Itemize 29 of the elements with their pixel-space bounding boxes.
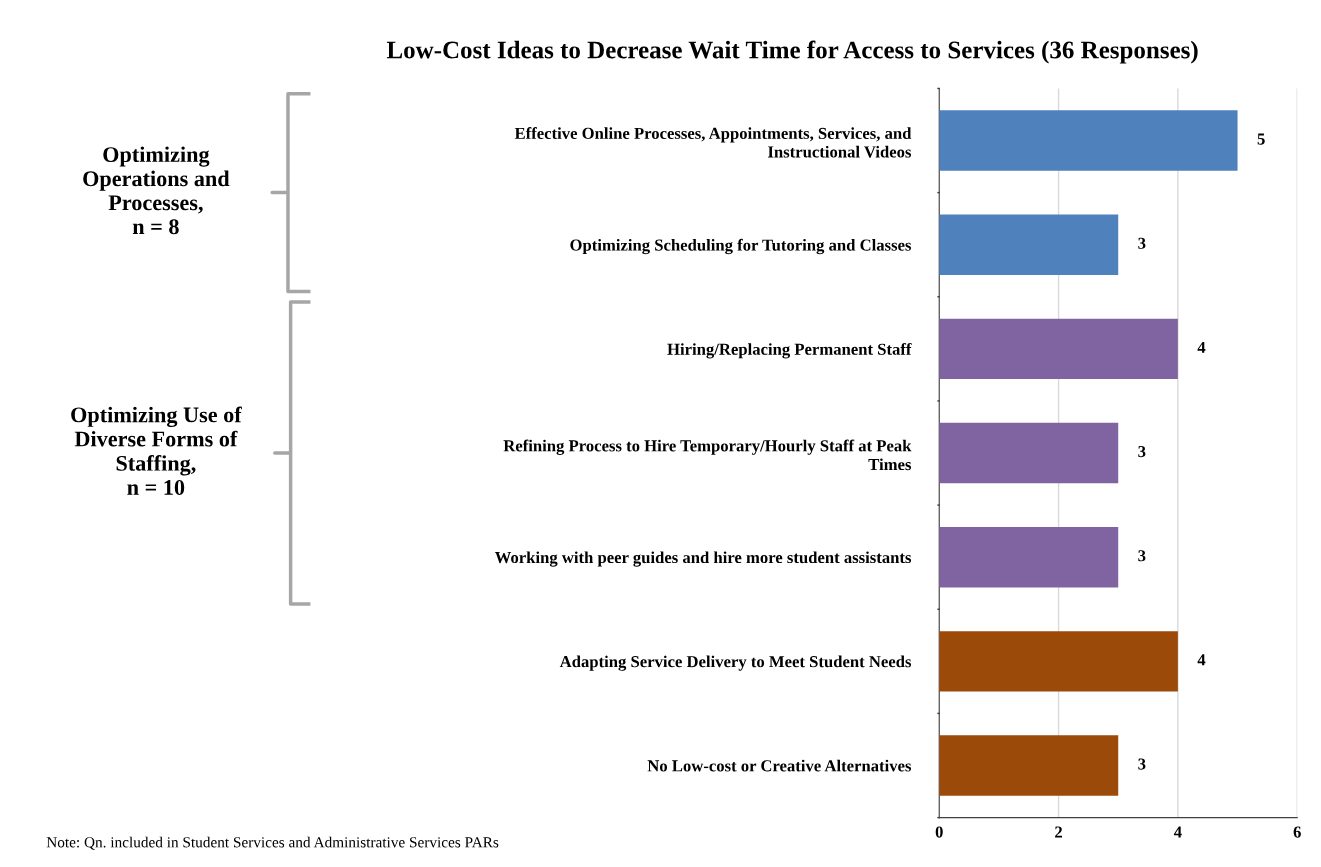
y-tick-label: Effective Online Processes, Appointments, Services, and Instructional Videos [514,127,912,158]
data-label: 3 [1138,237,1146,249]
bar [939,526,1119,588]
text: Note: Qn. included in Student Services and Administrative Services PARs [46,836,499,850]
data-label: 4 [1197,654,1206,666]
bar [939,422,1119,484]
y-tick-label: Hiring/Replacing Permanent Staff [667,342,912,359]
x-tick-label: 6 [1293,826,1301,838]
text: Optimizing Operations and Processes, n = 8 [83,146,230,235]
bar [939,735,1119,796]
data-label: 3 [1138,758,1146,770]
bar [939,110,1238,171]
x-tick-label: 4 [1173,826,1182,838]
bar [939,318,1178,380]
x-tick-label: 2 [1055,826,1063,838]
text: Optimizing Use of Diverse Forms of Staffing, n = 10 [71,406,242,496]
y-tick-label: No Low-cost or Creative Alternatives [647,759,912,772]
y-tick-label: Optimizing Scheduling for Tutoring and Classes [570,238,912,255]
bar [939,214,1119,275]
y-tick-label: Refining Process to Hire Temporary/Hourly Staff at Peak Times [503,439,912,471]
data-label: 3 [1138,550,1146,562]
y-tick-label: Adapting Service Delivery to Meet Student Needs [559,655,912,671]
data-label: 3 [1138,445,1146,458]
chart-title: Low-Cost Ideas to Decrease Wait Time for Access to Services (36 Responses) [386,40,1198,64]
bar [939,631,1178,692]
data-label: 4 [1197,341,1206,353]
data-label: 5 [1257,133,1265,145]
y-tick-label: Working with peer guides and hire more student assistants [494,551,912,567]
x-tick-label: 0 [935,826,943,838]
